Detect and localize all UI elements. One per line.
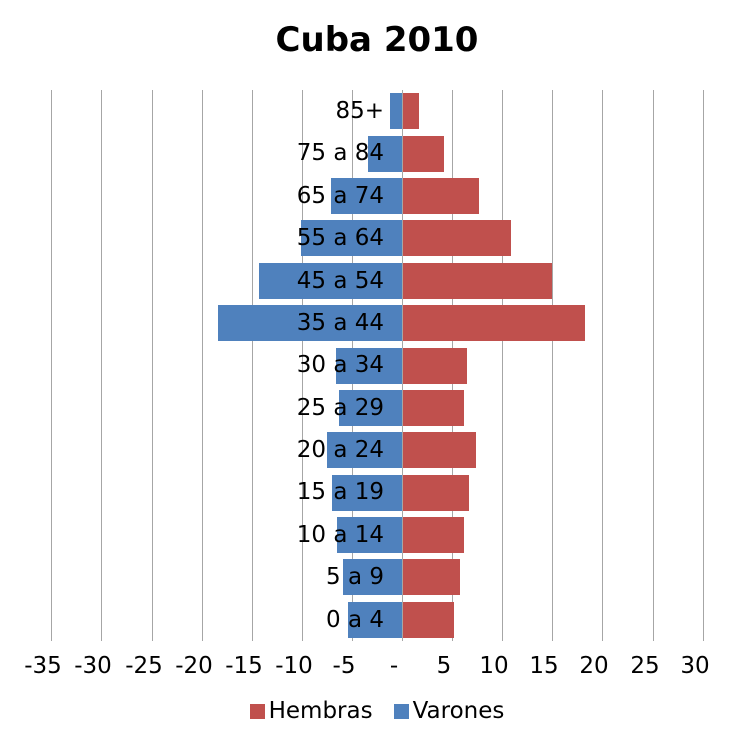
category-label: 15 a 19 [296, 479, 384, 505]
gridline [653, 90, 654, 641]
legend-item-varones: Varones [393, 698, 505, 724]
bar-hembras-10-a-14 [403, 517, 464, 553]
category-label: 30 a 34 [296, 352, 384, 378]
hembras-swatch-icon [249, 703, 265, 719]
bar-hembras-25-a-29 [403, 390, 464, 426]
category-label: 20 a 24 [296, 437, 384, 463]
x-tick-label: -5 [332, 653, 356, 679]
bar-varones-65-a-74 [331, 178, 402, 214]
x-tick-label: 10 [479, 653, 509, 679]
gridline [552, 90, 553, 641]
x-tick-label: 15 [529, 653, 559, 679]
gridline [703, 90, 704, 641]
gridline [302, 90, 303, 641]
bar-hembras-0-a-4 [403, 602, 454, 638]
x-tick-label: -10 [275, 653, 313, 679]
category-label: 25 a 29 [296, 395, 384, 421]
x-tick-label: -15 [225, 653, 263, 679]
x-tick-label: -20 [175, 653, 213, 679]
bar-hembras-45-a-54 [403, 263, 552, 299]
bar-hembras-65-a-74 [403, 178, 479, 214]
x-tick-label: 30 [680, 653, 710, 679]
x-tick-label: - [389, 653, 399, 679]
gridline [502, 90, 503, 641]
gridline [602, 90, 603, 641]
gridline [101, 90, 102, 641]
x-tick-label: 25 [630, 653, 660, 679]
x-tick-label: -35 [24, 653, 62, 679]
category-label: 55 a 64 [296, 225, 384, 251]
bar-hembras-20-a-24 [403, 432, 476, 468]
bar-hembras-5-a-9 [403, 559, 460, 595]
bar-hembras-15-a-19 [403, 475, 469, 511]
bar-varones-55-a-64 [301, 220, 402, 256]
category-label: 85+ [335, 98, 384, 124]
legend-label-varones: Varones [412, 698, 505, 724]
bar-hembras-35-a-44 [403, 305, 585, 341]
bar-varones-10-a-14 [337, 517, 402, 553]
category-label: 45 a 54 [296, 268, 384, 294]
legend-label-hembras: Hembras [268, 698, 373, 724]
x-tick-label: 20 [579, 653, 609, 679]
bar-hembras-30-a-34 [403, 348, 467, 384]
zero-axis-line [402, 90, 403, 641]
bar-varones-20-a-24 [327, 432, 402, 468]
bar-varones-15-a-19 [332, 475, 402, 511]
bar-hembras-75-a-84 [403, 136, 444, 172]
x-tick-label: -30 [74, 653, 112, 679]
bar-varones-30-a-34 [336, 348, 402, 384]
chart-title: Cuba 2010 [275, 20, 479, 60]
gridline [202, 90, 203, 641]
bar-varones-85+ [390, 93, 402, 129]
bar-varones-5-a-9 [343, 559, 402, 595]
gridline [152, 90, 153, 641]
category-label: 75 a 84 [296, 140, 384, 166]
bar-varones-35-a-44 [218, 305, 402, 341]
gridline [51, 90, 52, 641]
category-label: 35 a 44 [296, 310, 384, 336]
category-label: 10 a 14 [296, 522, 384, 548]
x-tick-label: -25 [125, 653, 163, 679]
bar-hembras-55-a-64 [403, 220, 511, 256]
bar-varones-75-a-84 [368, 136, 402, 172]
category-label: 65 a 74 [296, 183, 384, 209]
bar-hembras-85+ [403, 93, 419, 129]
legend: Hembras Varones [0, 698, 754, 724]
bar-varones-45-a-54 [259, 263, 402, 299]
category-label: 0 a 4 [326, 607, 384, 633]
bar-varones-0-a-4 [348, 602, 402, 638]
gridline [252, 90, 253, 641]
bar-varones-25-a-29 [339, 390, 402, 426]
varones-swatch-icon [393, 703, 409, 719]
x-tick-label: 5 [436, 653, 452, 679]
category-label: 5 a 9 [326, 564, 384, 590]
legend-item-hembras: Hembras [249, 698, 373, 724]
